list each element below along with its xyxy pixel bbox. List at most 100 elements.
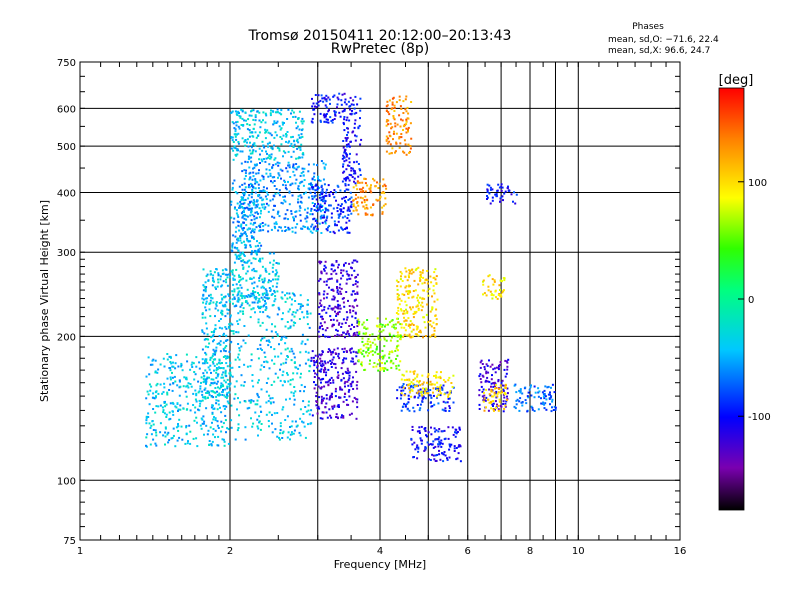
data-point (263, 286, 265, 289)
data-point (335, 416, 338, 418)
data-point (332, 230, 335, 233)
data-point (191, 361, 194, 364)
data-point (344, 152, 347, 155)
data-point (443, 438, 446, 441)
data-point (217, 274, 220, 276)
data-point (151, 359, 154, 362)
data-point (323, 96, 326, 99)
data-point (230, 203, 233, 206)
data-point (329, 349, 331, 352)
data-point (310, 359, 313, 362)
data-point (281, 297, 284, 300)
data-point (221, 393, 224, 396)
data-point (430, 401, 432, 404)
data-point (338, 286, 341, 289)
data-point (324, 208, 327, 210)
data-point (248, 406, 251, 409)
data-point (276, 435, 279, 438)
data-point (330, 216, 333, 219)
data-point (204, 345, 207, 348)
data-point (497, 391, 500, 394)
data-point (294, 420, 297, 423)
data-point (234, 438, 237, 441)
data-point (230, 270, 233, 273)
data-point (482, 375, 485, 378)
data-point (248, 149, 251, 152)
data-point (208, 294, 210, 297)
data-point (237, 353, 240, 356)
data-point (507, 189, 510, 192)
data-point (258, 300, 261, 303)
data-point (242, 202, 245, 205)
data-point (284, 294, 286, 297)
data-point (300, 372, 302, 375)
data-point (318, 292, 321, 295)
data-point (383, 325, 386, 328)
data-point (186, 360, 189, 363)
data-point (485, 294, 488, 297)
data-point (206, 273, 209, 276)
data-point (342, 165, 344, 168)
data-point (299, 390, 302, 393)
data-point (329, 396, 332, 399)
data-point (347, 127, 349, 130)
data-point (258, 307, 260, 310)
data-point (258, 158, 261, 161)
data-point (300, 196, 303, 199)
data-point (492, 405, 494, 407)
data-point (384, 197, 387, 200)
data-point (213, 271, 216, 274)
data-point (217, 444, 220, 447)
data-point (363, 369, 366, 371)
data-point (330, 366, 333, 368)
data-point (267, 281, 270, 284)
data-point (427, 391, 430, 393)
data-point (238, 274, 240, 277)
data-point (344, 262, 347, 265)
data-point (226, 355, 229, 358)
data-point (424, 387, 427, 390)
data-point (397, 306, 400, 309)
data-point (346, 209, 349, 212)
data-point (270, 228, 273, 231)
data-point (366, 213, 369, 216)
data-point (492, 408, 495, 411)
data-point (317, 279, 320, 282)
data-point (339, 115, 342, 118)
data-point (198, 409, 201, 412)
data-point (452, 401, 455, 404)
data-point (230, 200, 233, 203)
data-point (243, 363, 246, 366)
data-point (248, 204, 251, 207)
data-point (286, 321, 289, 323)
data-point (356, 319, 359, 322)
data-point (401, 386, 403, 389)
data-point (290, 142, 293, 145)
data-point (537, 408, 540, 411)
data-point (234, 358, 237, 361)
data-point (381, 323, 384, 326)
data-point (427, 458, 430, 461)
data-point (441, 387, 444, 390)
data-point (279, 368, 281, 371)
data-point (346, 227, 348, 230)
data-point (440, 445, 443, 448)
data-point (429, 275, 432, 278)
data-point (241, 192, 244, 195)
data-point (221, 383, 224, 386)
data-point (371, 341, 374, 344)
data-point (296, 125, 299, 128)
data-point (234, 191, 237, 194)
data-point (416, 325, 419, 328)
data-point (302, 153, 305, 156)
data-point (413, 456, 415, 458)
data-point (224, 372, 227, 375)
data-point (417, 283, 420, 286)
data-point (311, 184, 314, 186)
data-point (317, 101, 320, 104)
data-point (232, 141, 235, 143)
data-point (341, 157, 344, 160)
data-point (242, 310, 244, 313)
data-point (324, 329, 327, 332)
data-point (237, 297, 240, 299)
